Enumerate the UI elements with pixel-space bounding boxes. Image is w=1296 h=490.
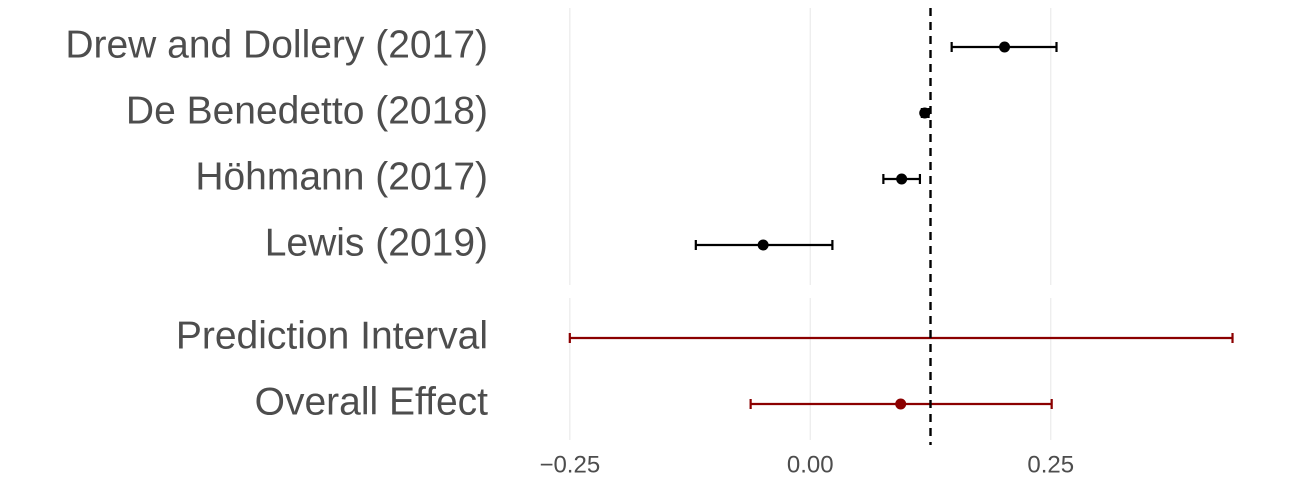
point-estimate [757,239,769,251]
row-label: Höhmann (2017) [195,155,488,198]
row-label: De Benedetto (2018) [126,89,488,132]
row-label: Overall Effect [255,380,489,423]
x-tick-label: −0.25 [539,451,600,478]
point-estimate [896,173,908,185]
row-label: Lewis (2019) [265,221,488,264]
point-estimate [999,41,1011,53]
row-label: Prediction Interval [176,314,488,357]
x-tick-label: 0.00 [787,451,834,478]
point-estimate [895,398,907,410]
x-tick-label: 0.25 [1027,451,1074,478]
point-estimate [919,107,931,119]
row-label: Drew and Dollery (2017) [65,23,488,66]
